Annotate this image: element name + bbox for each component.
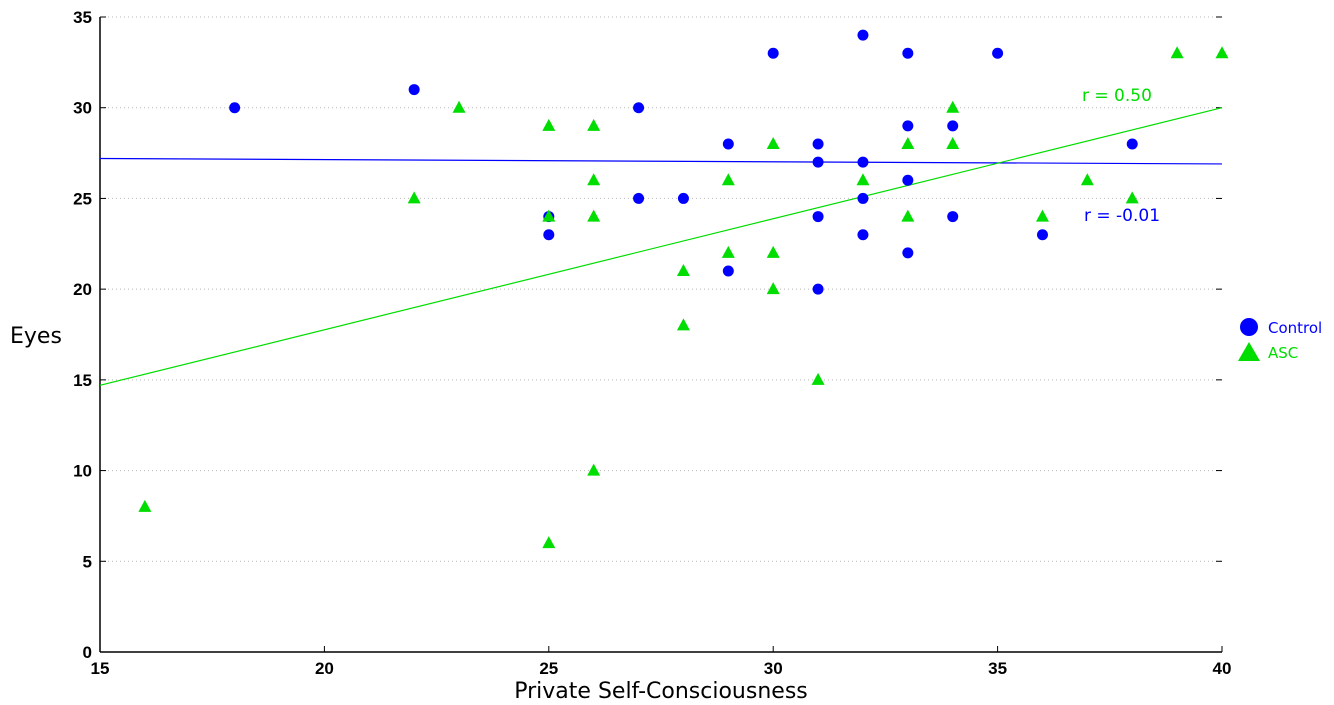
asc-point	[721, 173, 735, 186]
control-point	[722, 265, 734, 277]
control-point	[812, 138, 824, 150]
control-point	[1126, 138, 1138, 150]
asc-point	[766, 137, 780, 149]
asc-point	[1035, 209, 1049, 222]
control-point	[1036, 229, 1048, 241]
y-tick-label: 30	[73, 99, 92, 118]
control-point	[677, 192, 689, 204]
correlation-annotations: r = -0.01 r = 0.50	[1082, 86, 1160, 226]
control-point	[902, 120, 914, 132]
x-tick-label: 30	[764, 659, 783, 678]
y-tick-label: 25	[73, 189, 92, 208]
data-points	[138, 29, 1229, 549]
control-point	[812, 211, 824, 223]
asc-point	[766, 282, 780, 295]
y-tick-label: 0	[83, 643, 92, 662]
asc-point	[542, 209, 556, 222]
asc-point	[1080, 173, 1094, 186]
asc-point	[766, 245, 780, 258]
asc-point	[946, 100, 960, 113]
x-tick-label: 20	[315, 659, 334, 678]
control-point	[812, 156, 824, 168]
y-tick-label: 5	[83, 552, 92, 571]
fit-lines	[99, 107, 1223, 386]
control-point	[812, 283, 824, 295]
x-tick-label: 40	[1213, 659, 1232, 678]
control-point	[857, 29, 869, 41]
y-tick-label: 10	[73, 462, 92, 481]
y-axis-label: Eyes	[10, 324, 62, 349]
asc-point	[587, 173, 601, 186]
control-point	[767, 47, 779, 59]
gridlines	[100, 16, 1222, 562]
control-point	[543, 229, 555, 241]
asc-point	[587, 463, 601, 476]
legend-asc-label: ASC	[1268, 344, 1298, 362]
control-point	[902, 247, 914, 259]
control-point	[633, 192, 645, 204]
asc-point	[676, 318, 690, 331]
asc-point	[1170, 46, 1184, 59]
control-point	[947, 120, 959, 132]
control-fit-line	[99, 157, 1223, 165]
control-point	[857, 229, 869, 241]
control-point	[722, 138, 734, 150]
asc-point	[587, 209, 601, 222]
asc-point	[721, 245, 735, 258]
asc-point	[407, 191, 421, 204]
asc-point	[542, 536, 556, 549]
asc-point	[138, 499, 152, 512]
control-point	[857, 192, 869, 204]
asc-point	[676, 264, 690, 276]
control-correlation-label: r = -0.01	[1084, 206, 1160, 226]
asc-point	[811, 372, 825, 385]
asc-point	[901, 209, 915, 222]
control-point	[408, 84, 420, 96]
control-point	[229, 102, 241, 114]
legend-control-marker-icon	[1240, 318, 1258, 336]
asc-point	[452, 100, 466, 113]
y-tick-label: 15	[73, 371, 92, 390]
legend: Control ASC	[1238, 318, 1322, 362]
control-point	[633, 102, 645, 114]
asc-point	[587, 118, 601, 131]
control-point	[992, 47, 1004, 59]
x-tick-label: 25	[539, 659, 558, 678]
asc-point	[856, 173, 870, 186]
y-tick-label: 20	[73, 280, 92, 299]
x-axis-label: Private Self-Consciousness	[514, 679, 808, 704]
control-point	[902, 47, 914, 59]
axis-ticks: 0 5 10 15 20 25 30 35 15 20 25 30 35 40	[73, 8, 1231, 678]
control-point	[947, 211, 959, 223]
control-point	[857, 156, 869, 168]
asc-fit-line	[99, 107, 1223, 386]
x-tick-label: 15	[91, 659, 110, 678]
asc-point	[946, 137, 960, 149]
legend-control-label: Control	[1268, 319, 1322, 337]
x-tick-label: 35	[988, 659, 1007, 678]
asc-point	[1125, 191, 1139, 204]
asc-point	[1215, 46, 1229, 59]
asc-point	[542, 118, 556, 131]
control-point	[902, 174, 914, 186]
asc-correlation-label: r = 0.50	[1082, 86, 1152, 106]
y-tick-label: 35	[73, 8, 92, 27]
asc-point	[901, 137, 915, 149]
legend-asc-marker-icon	[1238, 342, 1260, 361]
